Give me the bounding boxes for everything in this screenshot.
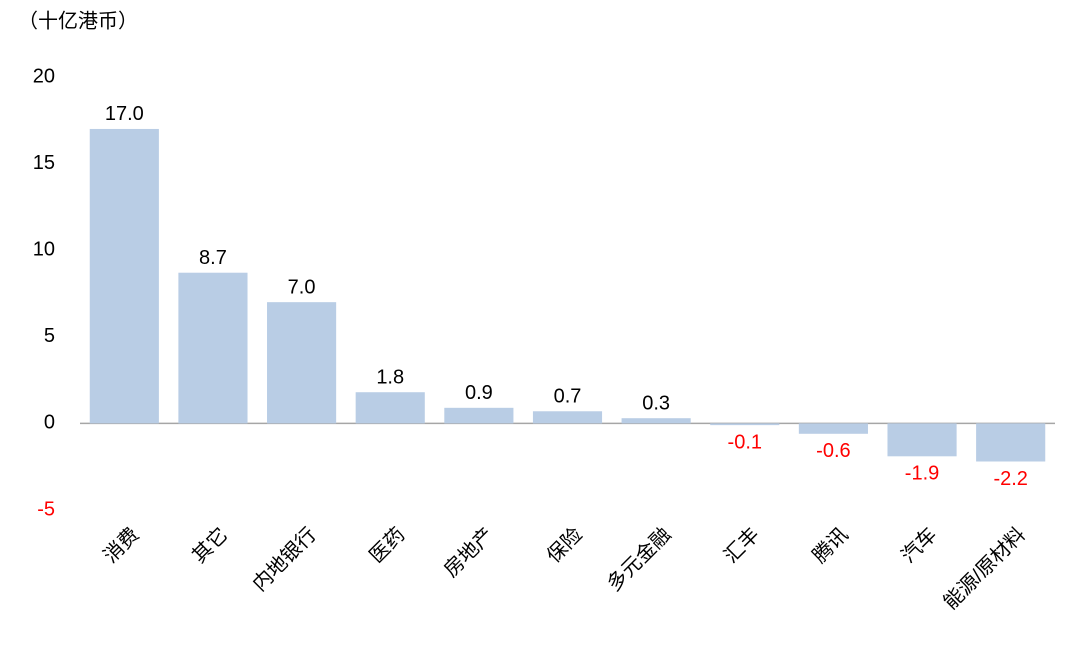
y-tick-label: -5 <box>37 498 55 520</box>
y-tick-label: 10 <box>33 238 55 260</box>
x-tick-label: 医药 <box>365 523 410 568</box>
y-tick-label: 20 <box>33 65 55 87</box>
bar <box>89 128 159 424</box>
x-tick-label: 多元金融 <box>603 523 676 596</box>
value-label: 0.3 <box>642 392 670 414</box>
bar <box>887 423 957 457</box>
x-tick-label: 消费 <box>99 523 144 568</box>
x-tick-label: 腾讯 <box>808 523 853 568</box>
bar <box>267 302 337 424</box>
bar <box>178 272 248 424</box>
value-label: -0.6 <box>816 440 850 462</box>
y-tick-label: 0 <box>44 412 55 434</box>
bar <box>621 418 691 424</box>
value-label: -2.2 <box>993 468 1027 490</box>
bar <box>532 411 603 424</box>
value-label: 17.0 <box>105 103 144 125</box>
x-tick-label: 其它 <box>188 523 233 568</box>
x-tick-label: 内地银行 <box>248 523 321 596</box>
value-label: 8.7 <box>199 247 227 269</box>
y-tick-label: 15 <box>33 152 55 174</box>
y-tick-label: 5 <box>44 325 55 347</box>
value-label: 0.9 <box>465 382 493 404</box>
x-tick-label: 房地产 <box>439 523 498 582</box>
bar <box>355 392 425 424</box>
y-axis-label: （十亿港币） <box>18 9 138 32</box>
value-label: 7.0 <box>288 276 316 298</box>
x-tick-label: 保险 <box>542 523 587 568</box>
bar <box>444 407 514 424</box>
bar <box>710 423 780 426</box>
value-label: -0.1 <box>728 431 762 453</box>
x-tick-label: 汽车 <box>897 523 942 568</box>
bar <box>976 423 1046 462</box>
value-label: 1.8 <box>376 367 404 389</box>
value-label: 0.7 <box>554 386 582 408</box>
value-label: -1.9 <box>905 463 939 485</box>
x-tick-label: 能源/原材料 <box>939 523 1030 614</box>
x-tick-label: 汇丰 <box>719 523 764 568</box>
bar <box>798 423 868 434</box>
